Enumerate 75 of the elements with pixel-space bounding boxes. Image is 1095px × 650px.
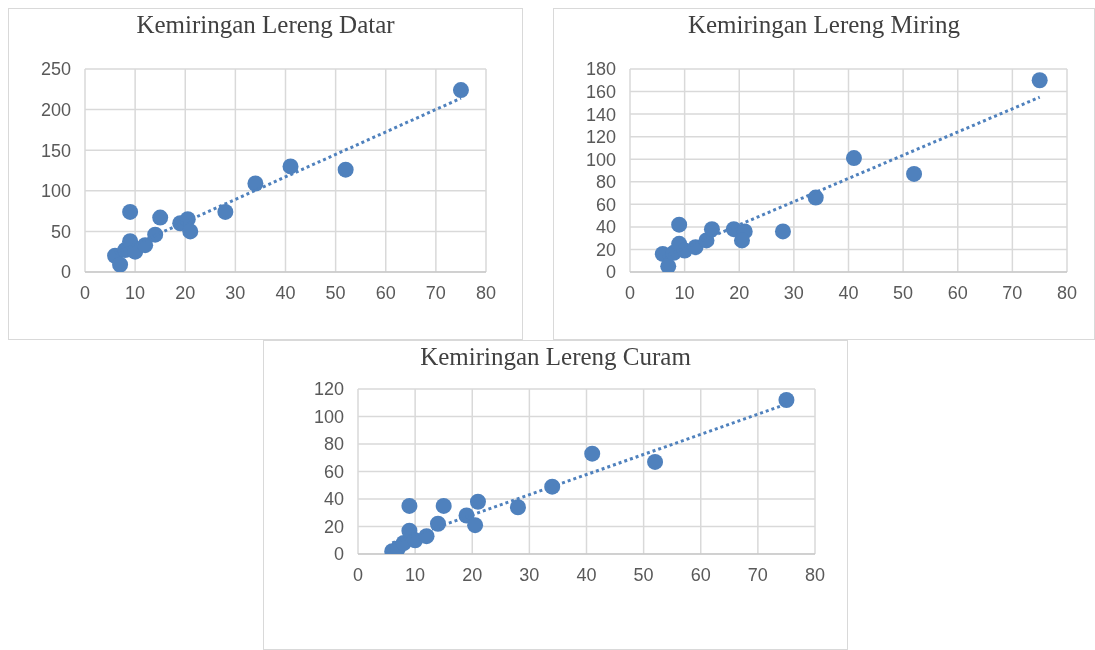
x-tick-label: 0 bbox=[624, 282, 636, 303]
y-tick-label: 100 bbox=[585, 149, 616, 170]
x-tick-label: 30 bbox=[225, 282, 246, 303]
x-tick-label: 80 bbox=[1056, 282, 1078, 303]
x-tick-label: 0 bbox=[79, 282, 91, 303]
x-tick-label: 10 bbox=[125, 282, 146, 303]
point bbox=[647, 453, 664, 470]
x-tick-label: 10 bbox=[405, 564, 426, 585]
point bbox=[435, 497, 452, 514]
y-tick-label: 150 bbox=[40, 140, 71, 161]
x-tick-label: 0 bbox=[352, 564, 364, 585]
y-tick-label: 60 bbox=[595, 194, 616, 215]
x-tick-label: 80 bbox=[804, 564, 826, 585]
y-tick-label: 0 bbox=[333, 544, 344, 565]
point bbox=[152, 209, 169, 226]
y-tick-label: 20 bbox=[595, 239, 616, 260]
point bbox=[182, 223, 199, 240]
x-tick-label: 70 bbox=[747, 564, 768, 585]
point bbox=[660, 258, 677, 272]
y-tick-label: 0 bbox=[60, 262, 71, 283]
y-tick-label: 60 bbox=[323, 461, 344, 482]
y-tick-label: 80 bbox=[323, 434, 344, 455]
x-tick-label: 30 bbox=[783, 282, 804, 303]
x-tick-label: 60 bbox=[690, 564, 711, 585]
point bbox=[337, 161, 354, 178]
y-tick-label: 160 bbox=[585, 81, 616, 102]
x-tick-label: 70 bbox=[425, 282, 446, 303]
y-tick-label: 40 bbox=[323, 489, 344, 510]
x-tick-label: 80 bbox=[475, 282, 497, 303]
point bbox=[778, 392, 795, 408]
point bbox=[467, 517, 484, 534]
point bbox=[217, 203, 234, 220]
y-tick-label: 40 bbox=[595, 217, 616, 238]
x-tick-label: 40 bbox=[838, 282, 859, 303]
x-tick-label: 60 bbox=[375, 282, 396, 303]
y-tick-label: 50 bbox=[50, 221, 71, 242]
x-tick-label: 20 bbox=[462, 564, 483, 585]
y-tick-label: 180 bbox=[585, 59, 616, 80]
point bbox=[509, 499, 526, 516]
y-tick-label: 120 bbox=[585, 127, 616, 148]
y-tick-label: 100 bbox=[40, 181, 71, 202]
x-tick-label: 20 bbox=[729, 282, 750, 303]
point bbox=[282, 158, 299, 175]
point bbox=[469, 493, 486, 510]
point bbox=[247, 175, 264, 192]
y-tick-label: 200 bbox=[40, 99, 71, 120]
point bbox=[122, 203, 139, 220]
y-tick-label: 100 bbox=[313, 406, 344, 427]
x-tick-label: 70 bbox=[1002, 282, 1023, 303]
point bbox=[452, 82, 469, 99]
point bbox=[906, 165, 923, 182]
x-tick-label: 40 bbox=[275, 282, 296, 303]
x-tick-label: 20 bbox=[175, 282, 196, 303]
y-tick-label: 80 bbox=[595, 172, 616, 193]
point bbox=[845, 150, 862, 167]
y-tick-label: 120 bbox=[313, 379, 344, 400]
y-tick-label: 140 bbox=[585, 104, 616, 125]
y-tick-label: 250 bbox=[40, 59, 71, 80]
chart-title: Kemiringan Lereng Miring bbox=[686, 11, 962, 39]
x-tick-label: 30 bbox=[519, 564, 540, 585]
chart-title: Kemiringan Lereng Datar bbox=[135, 11, 396, 39]
x-tick-label: 50 bbox=[893, 282, 914, 303]
chart-title: Kemiringan Lereng Curam bbox=[419, 343, 692, 371]
point bbox=[774, 223, 791, 240]
y-tick-label: 0 bbox=[605, 262, 616, 283]
x-tick-label: 10 bbox=[674, 282, 695, 303]
point bbox=[671, 216, 688, 233]
point bbox=[1031, 72, 1048, 89]
point bbox=[401, 497, 418, 514]
point bbox=[584, 445, 601, 462]
x-tick-label: 50 bbox=[633, 564, 654, 585]
x-tick-label: 60 bbox=[947, 282, 968, 303]
y-tick-label: 20 bbox=[323, 516, 344, 537]
point bbox=[112, 256, 129, 272]
point bbox=[703, 221, 720, 238]
